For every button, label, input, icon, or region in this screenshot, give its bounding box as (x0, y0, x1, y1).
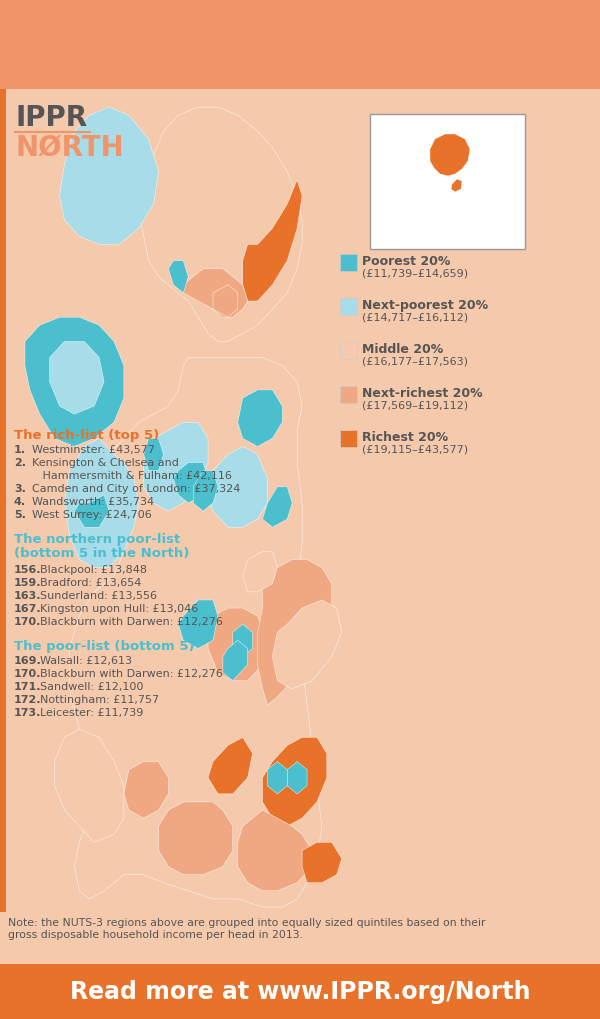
Text: Poorest 20%: Poorest 20% (362, 255, 451, 268)
Bar (0, 964, 600, 1019)
Text: Westminster: £43,577: Westminster: £43,577 (32, 445, 155, 455)
Bar (0, 0, 600, 89)
Text: 1.: 1. (14, 445, 26, 455)
Polygon shape (50, 341, 104, 414)
Bar (340, 342, 357, 359)
Text: THE REGIONAL RICH-LIST: THE REGIONAL RICH-LIST (8, 10, 541, 46)
Text: 169.: 169. (14, 656, 42, 666)
Text: 167.: 167. (14, 604, 41, 614)
Text: Nottingham: £11,757: Nottingham: £11,757 (40, 695, 159, 705)
Text: 170.: 170. (14, 669, 41, 679)
Text: Next-richest 20%: Next-richest 20% (362, 387, 482, 400)
Text: (bottom 5 in the North): (bottom 5 in the North) (14, 547, 190, 560)
Text: (£11,739–£14,659): (£11,739–£14,659) (362, 268, 468, 278)
Text: The poor-list (bottom 5): The poor-list (bottom 5) (14, 640, 194, 653)
Text: 170.: 170. (14, 616, 41, 627)
Polygon shape (193, 471, 218, 512)
Bar (6, 89, 600, 912)
Polygon shape (238, 810, 312, 891)
Text: Blackburn with Darwen: £12,276: Blackburn with Darwen: £12,276 (40, 616, 223, 627)
Text: Note: the NUTS-3 regions above are grouped into equally sized quintiles based on: Note: the NUTS-3 regions above are group… (8, 918, 485, 940)
Polygon shape (25, 317, 124, 446)
Text: 156.: 156. (14, 565, 41, 575)
Polygon shape (173, 463, 208, 503)
Polygon shape (430, 135, 470, 176)
Polygon shape (65, 438, 139, 568)
Polygon shape (257, 559, 332, 705)
Text: 172.: 172. (14, 695, 41, 705)
Polygon shape (70, 358, 322, 907)
Polygon shape (268, 761, 287, 794)
Text: Bradford: £13,654: Bradford: £13,654 (40, 578, 142, 588)
Polygon shape (302, 843, 342, 882)
Text: Camden and City of London: £37,324: Camden and City of London: £37,324 (32, 484, 241, 494)
Text: (£16,177–£17,563): (£16,177–£17,563) (362, 356, 468, 366)
Text: Kensington & Chelsea and: Kensington & Chelsea and (32, 458, 179, 468)
Text: Hammersmith & Fulham: £42,116: Hammersmith & Fulham: £42,116 (32, 471, 232, 481)
Text: Leicester: £11,739: Leicester: £11,739 (40, 708, 143, 718)
Text: West Surrey: £24,706: West Surrey: £24,706 (32, 510, 152, 520)
Bar (340, 254, 357, 271)
Polygon shape (169, 261, 188, 292)
Polygon shape (178, 600, 218, 648)
Text: Read more at www.IPPR.org/North: Read more at www.IPPR.org/North (70, 979, 530, 1004)
Polygon shape (124, 761, 169, 818)
Polygon shape (263, 487, 292, 527)
Text: Walsall: £12,613: Walsall: £12,613 (40, 656, 132, 666)
Text: 173.: 173. (14, 708, 41, 718)
Bar (370, 114, 525, 249)
Text: (£19,115–£43,577): (£19,115–£43,577) (362, 444, 468, 454)
Text: Sandwell: £12,100: Sandwell: £12,100 (40, 682, 143, 692)
Text: Blackpool: £13,848: Blackpool: £13,848 (40, 565, 147, 575)
Text: Gross disposable household income in UK areas: Gross disposable household income in UK … (8, 52, 425, 70)
Text: IPPR: IPPR (15, 104, 87, 132)
Text: The northern poor-list: The northern poor-list (14, 533, 180, 546)
Bar (340, 298, 357, 315)
Polygon shape (74, 495, 109, 527)
Polygon shape (233, 625, 253, 656)
Text: (£17,569–£19,112): (£17,569–£19,112) (362, 400, 468, 410)
Text: NØRTH: NØRTH (15, 135, 124, 162)
Polygon shape (59, 107, 158, 245)
Polygon shape (243, 179, 302, 301)
Text: Wandsworth: £35,734: Wandsworth: £35,734 (32, 497, 154, 507)
Bar (0, 912, 600, 964)
Polygon shape (272, 600, 342, 689)
Text: 171.: 171. (14, 682, 41, 692)
Text: 2.: 2. (14, 458, 26, 468)
Polygon shape (144, 438, 163, 471)
Text: Blackburn with Darwen: £12,276: Blackburn with Darwen: £12,276 (40, 669, 223, 679)
Polygon shape (223, 640, 248, 681)
Text: Sunderland: £13,556: Sunderland: £13,556 (40, 591, 157, 601)
Polygon shape (55, 730, 124, 843)
Polygon shape (184, 269, 248, 317)
Polygon shape (158, 802, 233, 874)
Text: 4.: 4. (14, 497, 26, 507)
Polygon shape (263, 738, 327, 826)
Text: Richest 20%: Richest 20% (362, 431, 448, 444)
Bar (340, 386, 357, 403)
Text: 163.: 163. (14, 591, 41, 601)
Polygon shape (238, 390, 283, 446)
Bar (0, 89, 6, 912)
Polygon shape (208, 446, 268, 527)
Text: Kingston upon Hull: £13,046: Kingston upon Hull: £13,046 (40, 604, 198, 614)
Polygon shape (208, 608, 268, 681)
Polygon shape (287, 761, 307, 794)
Polygon shape (243, 551, 277, 592)
Text: Middle 20%: Middle 20% (362, 343, 443, 356)
Polygon shape (139, 107, 302, 341)
Text: 159.: 159. (14, 578, 41, 588)
Text: The rich-list (top 5): The rich-list (top 5) (14, 429, 159, 442)
Text: (£14,717–£16,112): (£14,717–£16,112) (362, 312, 468, 322)
Text: 5.: 5. (14, 510, 26, 520)
Polygon shape (213, 285, 238, 317)
Polygon shape (144, 422, 208, 512)
Polygon shape (208, 738, 253, 794)
Bar (340, 430, 357, 447)
Polygon shape (451, 179, 462, 192)
Text: 3.: 3. (14, 484, 26, 494)
Text: Next-poorest 20%: Next-poorest 20% (362, 299, 488, 312)
